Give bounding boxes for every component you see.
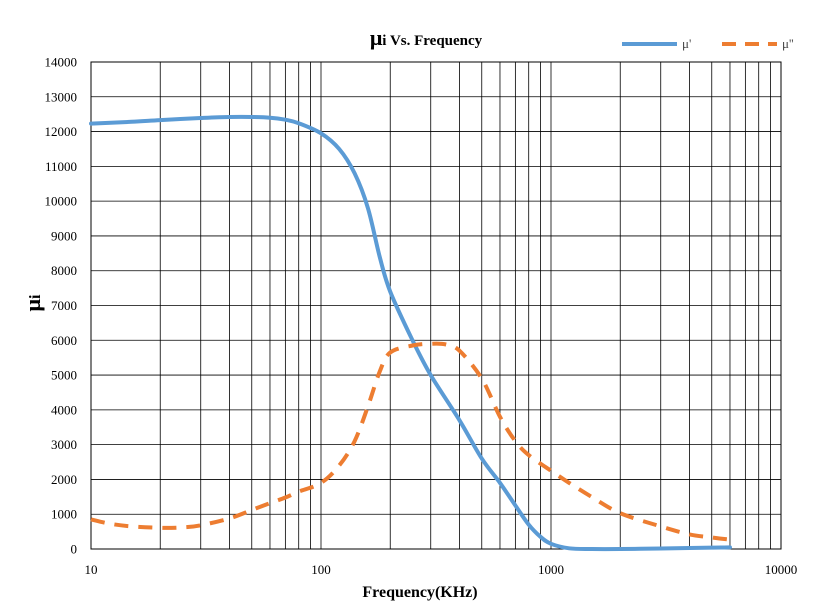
y-tick-label: 3000 [51,437,77,452]
y-tick-label: 12000 [45,124,78,139]
y-tick-label: 6000 [51,333,77,348]
y-tick-label: 13000 [45,89,78,104]
x-tick-label: 1000 [538,562,564,577]
x-tick-label: 10000 [765,562,798,577]
x-tick-label: 10 [85,562,98,577]
y-tick-label: 2000 [51,472,77,487]
tick-labels: 0 1000 2000 3000 4000 5000 6000 7000 8000 9000 100… [45,55,798,578]
chart-title: μi Vs. Frequency [370,25,483,50]
legend: μ' μ'' [622,36,794,51]
legend-label: μ'' [782,36,794,51]
chart-title-rest: i Vs. Frequency [382,33,482,49]
series-layer [89,114,732,552]
y-tick-label: 14000 [45,55,78,70]
x-axis-label: Frequency(KHz) [362,584,477,601]
y-axis-label-symbol: μ [20,298,45,311]
series-line-mu-double-prime [90,341,731,542]
plot-area [90,61,782,550]
legend-label: μ' [682,36,691,51]
x-tick-label: 100 [311,562,331,577]
y-tick-label: 5000 [51,368,77,383]
y-tick-label: 9000 [51,228,77,243]
y-tick-label: 4000 [51,402,77,417]
grid-lines [90,61,781,550]
y-tick-label: 1000 [51,507,77,522]
y-tick-label: 0 [71,542,78,557]
y-tick-label: 10000 [45,194,78,209]
y-tick-label: 11000 [45,159,77,174]
y-tick-label: 8000 [51,263,77,278]
chart-title-symbol: μ [370,25,383,50]
series-line-mu-prime [89,114,732,552]
y-tick-label: 7000 [51,298,77,313]
y-axis-label: μi [20,294,45,311]
y-axis-label-rest: i [27,294,44,299]
